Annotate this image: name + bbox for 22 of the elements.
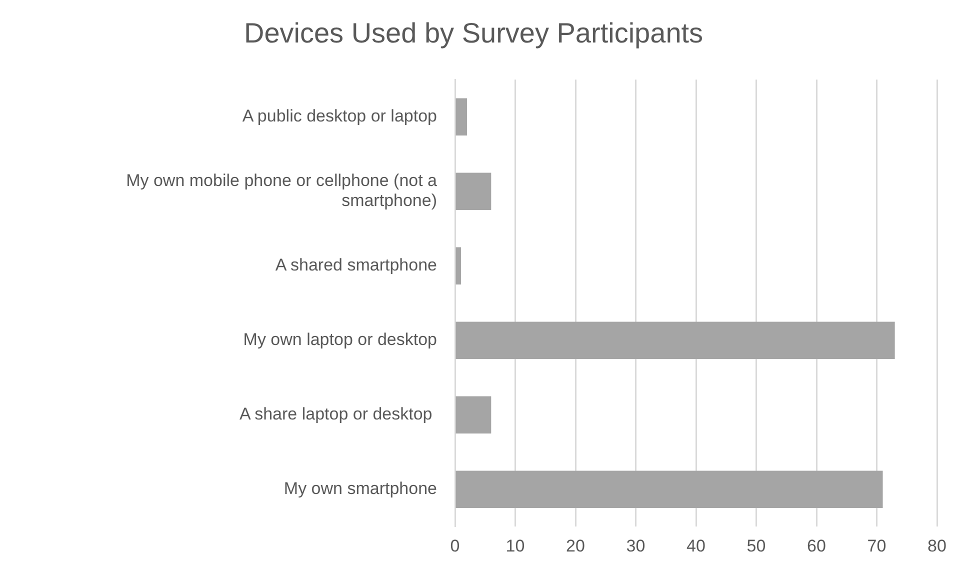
bar: [456, 172, 492, 210]
x-tick-label: 10: [506, 536, 525, 556]
bar: [456, 322, 895, 359]
x-tick-label: 30: [626, 536, 646, 556]
x-tick-label: 70: [867, 536, 886, 556]
x-tick-label: 0: [450, 536, 460, 556]
y-tick-label: My own mobile phone or cellphone (not a smartphone): [126, 170, 438, 210]
y-tick-label: A share laptop or desktop: [239, 404, 437, 424]
x-tick-label: 50: [746, 536, 766, 556]
y-tick-label: My own laptop or desktop: [243, 330, 437, 350]
chart-title: Devices Used by Survey Participants: [244, 18, 704, 49]
x-tick-label: 40: [686, 536, 706, 556]
bar: [456, 247, 462, 284]
bar: [456, 396, 492, 434]
y-tick-label: A public desktop or laptop: [242, 106, 437, 126]
x-tick-label: 20: [566, 536, 585, 556]
x-tick-label: 80: [928, 536, 946, 556]
x-tick-label: 60: [807, 536, 826, 556]
bar: [456, 470, 883, 508]
y-tick-label: A shared smartphone: [275, 256, 437, 275]
bar: [456, 98, 468, 136]
y-tick-label: My own smartphone: [284, 479, 437, 498]
